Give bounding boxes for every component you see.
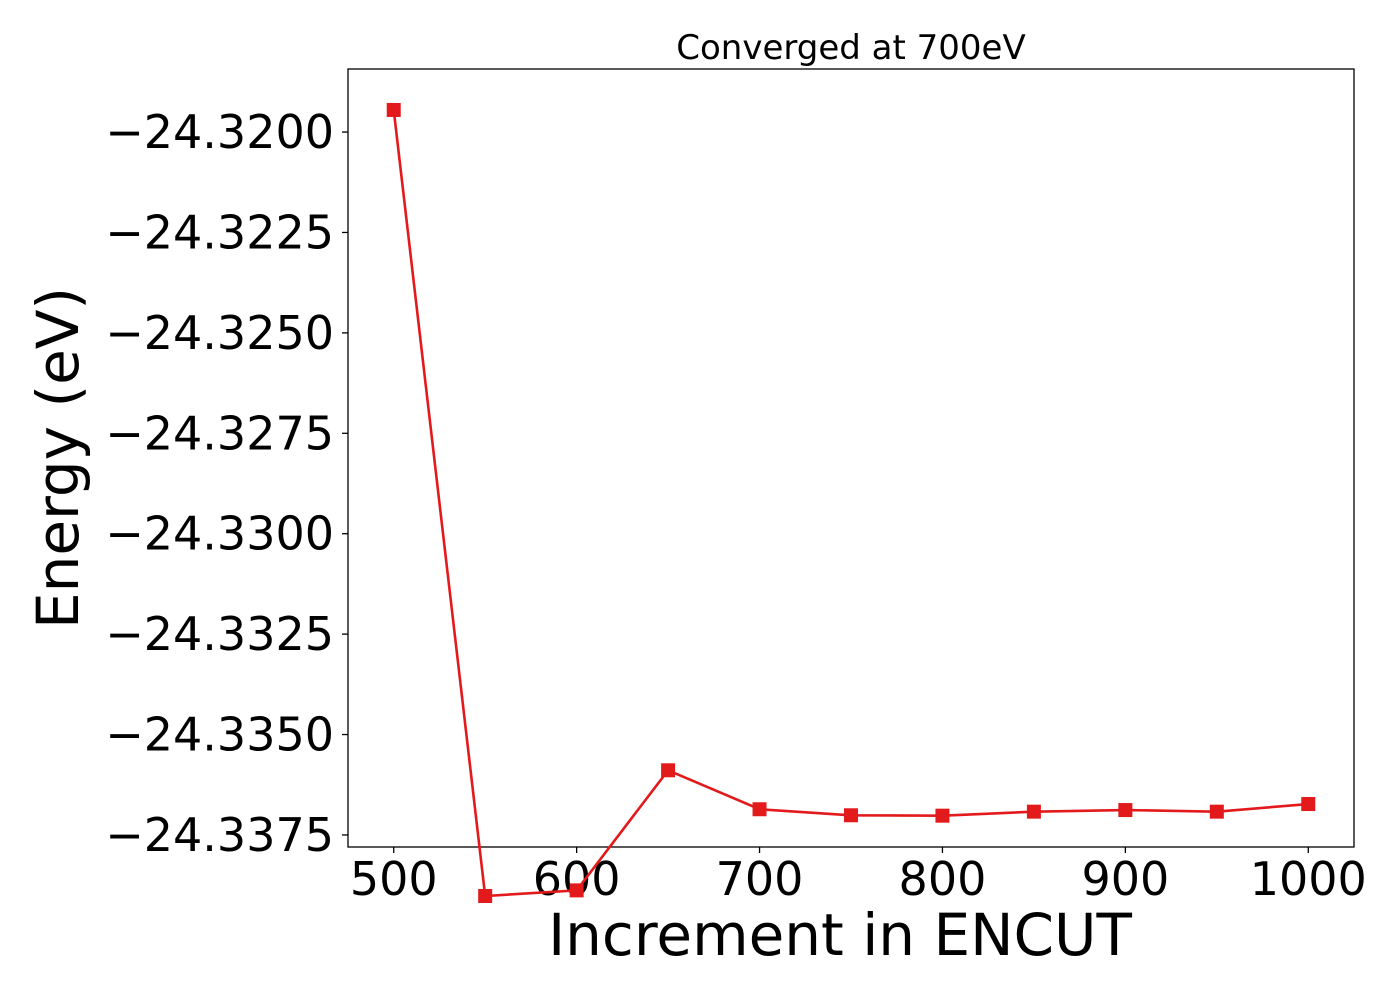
y-tick-label: −24.3350 <box>105 708 334 762</box>
x-axis-label: Increment in ENCUT <box>548 901 1132 969</box>
y-axis-ticks: −24.3200 −24.3225 −24.3250 −24.3275 −24.3300… <box>105 105 348 862</box>
x-tick-label: 500 <box>350 852 438 906</box>
data-point <box>844 808 858 823</box>
y-axis-label: Energy (eV) <box>24 287 92 629</box>
y-tick-label: −24.3250 <box>105 306 334 360</box>
y-tick-label: −24.3375 <box>105 808 334 862</box>
x-tick-label: 800 <box>899 852 987 906</box>
plot-frame <box>347 68 1355 848</box>
chart-title: Converged at 700eV <box>676 28 1025 68</box>
x-axis-ticks: 500 600 700 800 900 1000 <box>350 847 1367 906</box>
y-tick-label: −24.3325 <box>105 607 334 661</box>
y-tick-label: −24.3275 <box>105 406 334 460</box>
data-point <box>752 802 767 817</box>
y-tick-label: −24.3200 <box>105 105 334 159</box>
data-point <box>569 883 584 898</box>
data-point <box>661 763 676 778</box>
x-tick-label: 700 <box>716 852 804 906</box>
data-point <box>478 889 493 904</box>
y-tick-label: −24.3300 <box>105 507 334 561</box>
data-point <box>386 102 401 117</box>
data-point <box>1209 804 1224 819</box>
x-tick-label: 900 <box>1081 852 1169 906</box>
x-tick-label: 600 <box>533 852 621 906</box>
x-tick-label: 1000 <box>1250 852 1367 906</box>
data-point <box>935 808 950 823</box>
data-series <box>386 102 1316 904</box>
data-point <box>1301 797 1316 812</box>
series-line <box>392 109 1309 898</box>
data-point <box>1026 804 1041 819</box>
data-point <box>1118 803 1133 818</box>
y-tick-label: −24.3225 <box>105 205 334 259</box>
